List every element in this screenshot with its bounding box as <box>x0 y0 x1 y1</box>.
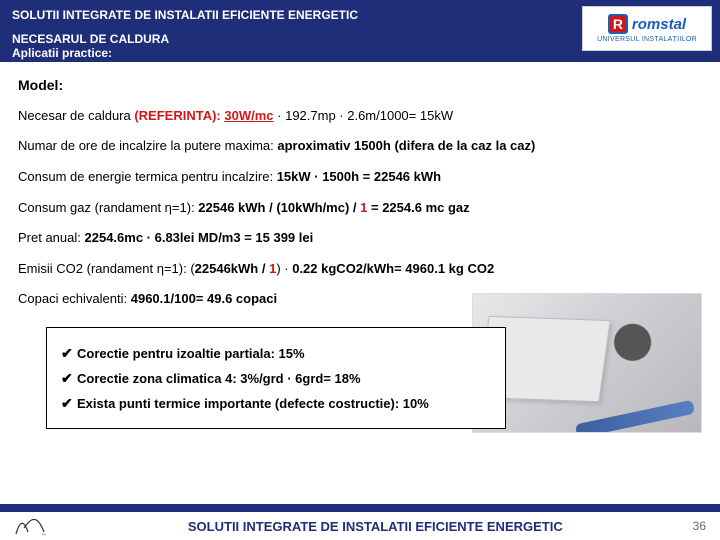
brand-logo-text: romstal <box>632 16 686 33</box>
page-number: 36 <box>693 519 706 533</box>
calculator-photo <box>472 293 702 433</box>
checkmark-icon: ✔ <box>61 394 77 413</box>
text-fragment: Numar de ore de incalzire la putere maxi… <box>18 138 277 153</box>
correction-text: Corectie zona climatica 4: 3%/grd · 6grd… <box>77 371 361 386</box>
text-fragment: Copaci echivalenti: <box>18 291 131 306</box>
footer-title: SOLUTII INTEGRATE DE INSTALATII EFICIENT… <box>58 519 693 534</box>
footer-signature-icon: ™ <box>14 514 48 538</box>
calc-line-4: Consum gaz (randament η=1): 22546 kWh / … <box>18 199 702 217</box>
correction-text: Corectie pentru izoaltie partiala: 15% <box>77 346 305 361</box>
text-fragment: Consum gaz (randament η=1): <box>18 200 198 215</box>
bold-value: 4960.1/100= 49.6 copaci <box>131 291 277 306</box>
brand-logo: R romstal UNIVERSUL INSTALAȚIILOR <box>582 6 712 51</box>
bold-value: 2254.6mc · 6.83lei MD/m3 = 15 399 lei <box>85 230 314 245</box>
bold-value: 22546kWh / <box>195 261 269 276</box>
svg-text:™: ™ <box>41 533 46 538</box>
reference-value: 30W/mc <box>224 108 273 123</box>
bold-value: aproximativ 1500h (difera de la caz la c… <box>277 138 535 153</box>
bold-value: 22546 kWh / (10kWh/mc) / <box>198 200 360 215</box>
slide-footer: ™ SOLUTII INTEGRATE DE INSTALATII EFICIE… <box>0 504 720 540</box>
bold-value: 15kW · 1500h = 22546 kWh <box>277 169 441 184</box>
text-fragment: · 192.7mp · 2.6m/1000= 15kW <box>274 108 454 123</box>
corrections-region: ✔Corectie pentru izoaltie partiala: 15% … <box>18 321 702 441</box>
text-fragment: Necesar de caldura <box>18 108 134 123</box>
slide-header: SOLUTII INTEGRATE DE INSTALATII EFICIENT… <box>0 0 720 62</box>
model-heading: Model: <box>18 76 702 95</box>
slide-body: Model: Necesar de caldura (REFERINTA): 3… <box>0 62 720 445</box>
calc-line-1: Necesar de caldura (REFERINTA): 30W/mc ·… <box>18 107 702 125</box>
text-fragment: Pret anual: <box>18 230 85 245</box>
text-fragment: ) · <box>276 261 292 276</box>
correction-item: ✔Corectie pentru izoaltie partiala: 15% <box>61 344 491 363</box>
checkmark-icon: ✔ <box>61 369 77 388</box>
checkmark-icon: ✔ <box>61 344 77 363</box>
corrections-box: ✔Corectie pentru izoaltie partiala: 15% … <box>46 327 506 430</box>
reference-label: (REFERINTA): <box>134 108 220 123</box>
footer-row: ™ SOLUTII INTEGRATE DE INSTALATII EFICIE… <box>0 512 720 540</box>
text-fragment: Consum de energie termica pentru incalzi… <box>18 169 277 184</box>
brand-tagline: UNIVERSUL INSTALAȚIILOR <box>597 36 697 43</box>
calc-line-2: Numar de ore de incalzire la putere maxi… <box>18 137 702 155</box>
bold-value: = 2254.6 mc gaz <box>367 200 469 215</box>
calc-line-6: Emisii CO2 (randament η=1): (22546kWh / … <box>18 260 702 278</box>
correction-item: ✔Corectie zona climatica 4: 3%/grd · 6gr… <box>61 369 491 388</box>
footer-bar <box>0 504 720 512</box>
brand-logo-main: R romstal <box>608 14 686 34</box>
bold-value: 0.22 kgCO2/kWh= 4960.1 kg CO2 <box>292 261 494 276</box>
correction-text: Exista punti termice importante (defecte… <box>77 396 429 411</box>
calc-line-3: Consum de energie termica pentru incalzi… <box>18 168 702 186</box>
text-fragment: Emisii CO2 (randament η=1): ( <box>18 261 195 276</box>
brand-logo-r-icon: R <box>608 14 628 34</box>
calc-line-5: Pret anual: 2254.6mc · 6.83lei MD/m3 = 1… <box>18 229 702 247</box>
correction-item: ✔Exista punti termice importante (defect… <box>61 394 491 413</box>
